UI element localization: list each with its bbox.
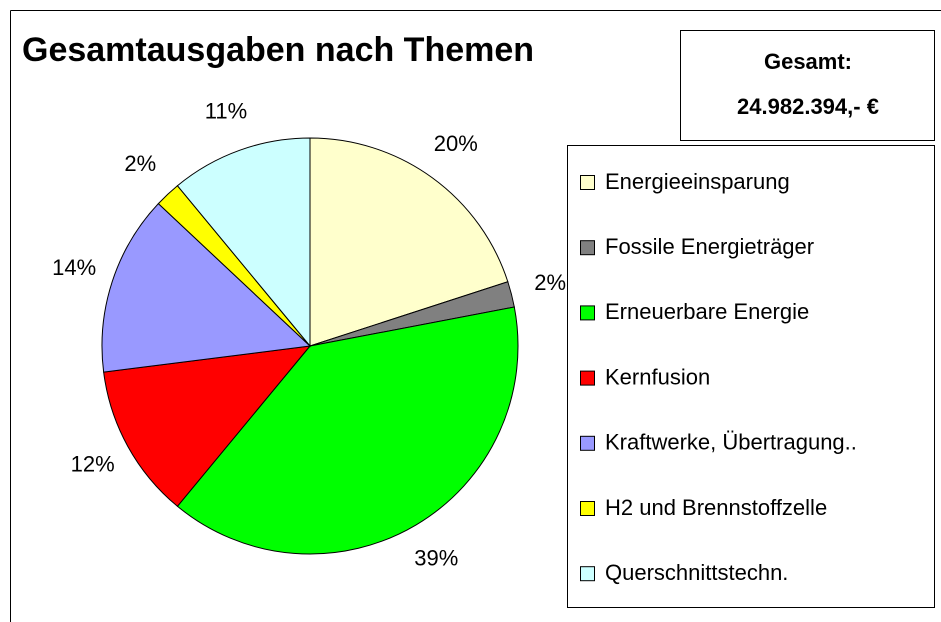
- slice-label: 20%: [434, 131, 478, 156]
- pie-slice: [176, 306, 519, 555]
- slice-label: 11%: [205, 98, 247, 123]
- legend-swatch: [580, 566, 595, 582]
- legend-swatch: [580, 240, 595, 256]
- slice-label: 2%: [534, 270, 566, 295]
- chart-title: Gesamtausgaben nach Themen: [22, 31, 534, 69]
- legend-label: Querschnittstechn.: [605, 560, 788, 585]
- legend-label: Erneuerbare Energie: [605, 299, 809, 324]
- legend-box: [567, 145, 935, 608]
- pie-slice: [101, 202, 312, 373]
- legend-swatch: [580, 435, 595, 451]
- slice-label: 14%: [52, 255, 96, 280]
- legend-label: H2 und Brennstoffzelle: [605, 495, 827, 520]
- slice-label: 12%: [71, 451, 115, 476]
- legend-label: Kraftwerke, Übertragung..: [605, 430, 857, 455]
- slice-label: 2%: [124, 151, 156, 176]
- legend-swatch: [580, 370, 595, 386]
- legend-label: Kernfusion: [605, 364, 710, 389]
- pie-slice: [103, 345, 312, 507]
- total-value: 24.982.394,- €: [737, 94, 879, 119]
- pie-slice: [309, 137, 509, 347]
- legend-label: Fossile Energieträger: [605, 234, 814, 259]
- legend-label: Energieeinsparung: [605, 169, 790, 194]
- legend-swatch: [580, 501, 595, 516]
- pie-slice: [176, 137, 311, 348]
- total-box: [680, 30, 935, 141]
- legend-swatch: [580, 305, 595, 321]
- legend-swatch: [580, 175, 595, 190]
- slice-label: 39%: [414, 545, 458, 570]
- total-label: Gesamt:: [764, 49, 852, 74]
